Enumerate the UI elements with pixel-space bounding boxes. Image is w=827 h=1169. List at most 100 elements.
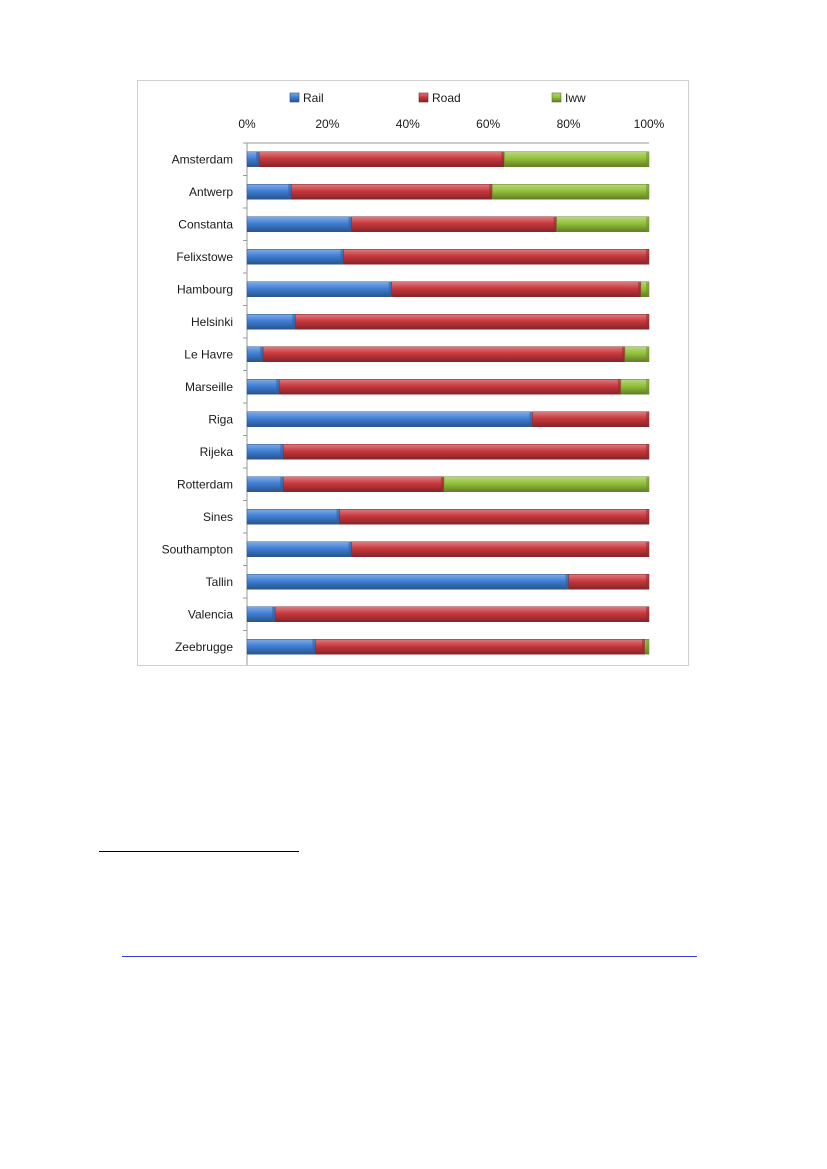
x-tick-label: 80% bbox=[557, 117, 581, 131]
bar-end-cap bbox=[501, 151, 505, 167]
bar-iww bbox=[624, 346, 650, 362]
bar-road bbox=[282, 444, 650, 460]
x-tick-label: 60% bbox=[476, 117, 500, 131]
category-label: Sines bbox=[203, 510, 233, 524]
bar-end-cap bbox=[340, 249, 344, 265]
category-label: Le Havre bbox=[184, 347, 233, 361]
bar-end-cap bbox=[348, 216, 352, 232]
bar-road bbox=[568, 574, 650, 590]
bar-end-cap bbox=[553, 216, 557, 232]
bar-rail bbox=[246, 249, 344, 265]
bar-road bbox=[351, 541, 650, 557]
chart-frame: Rail Road Iww 0% 20% 40% 60% 80% 100% Amsterdam An… bbox=[137, 80, 689, 666]
bar-end-cap bbox=[529, 411, 533, 427]
bar-end-cap bbox=[312, 639, 316, 655]
x-tick-label: 40% bbox=[396, 117, 420, 131]
category-label: Helsinki bbox=[191, 315, 233, 329]
legend-swatch bbox=[418, 92, 429, 103]
bar-end-cap bbox=[388, 281, 392, 297]
bar-end-cap bbox=[641, 639, 645, 655]
bar-rail bbox=[246, 411, 533, 427]
bar-end-cap bbox=[272, 606, 276, 622]
bar-road bbox=[532, 411, 650, 427]
category-label: Valencia bbox=[188, 607, 233, 621]
legend-label: Road bbox=[432, 91, 461, 105]
bar-end-cap bbox=[646, 346, 649, 362]
category-label: Tallin bbox=[206, 575, 233, 589]
bar-end-cap bbox=[646, 249, 649, 265]
category-label: Southampton bbox=[162, 542, 233, 556]
bar-end-cap bbox=[646, 509, 649, 525]
bar-end-cap bbox=[489, 184, 493, 200]
bar-end-cap bbox=[292, 314, 296, 330]
bar-end-cap bbox=[646, 606, 649, 622]
bar-rail bbox=[246, 379, 280, 395]
category-label: Constanta bbox=[178, 217, 233, 231]
category-label: Riga bbox=[208, 412, 233, 426]
hyperlink-underline[interactable] bbox=[122, 956, 697, 957]
bar-end-cap bbox=[646, 444, 649, 460]
bar-end-cap bbox=[280, 476, 284, 492]
legend-swatch bbox=[289, 92, 300, 103]
bar-road bbox=[351, 216, 557, 232]
bar-end-cap bbox=[280, 444, 284, 460]
bar-end-cap bbox=[646, 411, 649, 427]
bar-iww bbox=[443, 476, 650, 492]
category-label: Antwerp bbox=[189, 185, 233, 199]
bar-end-cap bbox=[646, 314, 649, 330]
bar-road bbox=[290, 184, 493, 200]
bar-iww bbox=[556, 216, 650, 232]
legend-label: Rail bbox=[303, 91, 324, 105]
bar-end-cap bbox=[565, 574, 569, 590]
bar-end-cap bbox=[646, 151, 649, 167]
bar-end-cap bbox=[637, 281, 641, 297]
category-label: Rotterdam bbox=[177, 477, 233, 491]
legend-label: Iww bbox=[565, 91, 586, 105]
bar-road bbox=[262, 346, 626, 362]
bar-end-cap bbox=[348, 541, 352, 557]
bar-iww bbox=[620, 379, 650, 395]
bar-end-cap bbox=[440, 476, 444, 492]
bar-rail bbox=[246, 574, 569, 590]
bar-end-cap bbox=[646, 476, 649, 492]
bar-road bbox=[391, 281, 642, 297]
category-label: Amsterdam bbox=[172, 152, 233, 166]
bar-road bbox=[258, 151, 505, 167]
bar-end-cap bbox=[336, 509, 340, 525]
bar-end-cap bbox=[646, 216, 649, 232]
bar-end-cap bbox=[646, 639, 649, 655]
bar-end-cap bbox=[646, 379, 649, 395]
bar-end-cap bbox=[288, 184, 292, 200]
bar-rail bbox=[246, 541, 352, 557]
x-tick-label: 0% bbox=[238, 117, 256, 131]
bar-road bbox=[282, 476, 445, 492]
x-tick-label: 100% bbox=[634, 117, 665, 131]
bar-rail bbox=[246, 476, 284, 492]
bar-rail bbox=[246, 216, 352, 232]
bar-end-cap bbox=[621, 346, 625, 362]
category-label: Hambourg bbox=[177, 282, 233, 296]
footnote-separator bbox=[99, 851, 299, 852]
bar-rail bbox=[246, 281, 392, 297]
bar-rail bbox=[246, 639, 316, 655]
legend-item-rail: Rail bbox=[289, 91, 324, 105]
category-label: Felixstowe bbox=[176, 250, 233, 264]
bar-rail bbox=[246, 606, 276, 622]
legend-swatch bbox=[551, 92, 562, 103]
bar-end-cap bbox=[260, 346, 264, 362]
legend-item-iww: Iww bbox=[551, 91, 586, 105]
bar-road bbox=[274, 606, 650, 622]
stacked-bar-chart: Rail Road Iww 0% 20% 40% 60% 80% 100% Amsterdam An… bbox=[162, 91, 665, 665]
bar-road bbox=[294, 314, 650, 330]
legend-item-road: Road bbox=[418, 91, 461, 105]
bar-rail bbox=[246, 314, 296, 330]
bar-road bbox=[278, 379, 622, 395]
bar-rail bbox=[246, 184, 292, 200]
bar-iww bbox=[491, 184, 650, 200]
bar-end-cap bbox=[617, 379, 621, 395]
bar-end-cap bbox=[276, 379, 280, 395]
bar-road bbox=[339, 509, 650, 525]
bar-iww bbox=[504, 151, 650, 167]
x-tick-label: 20% bbox=[315, 117, 339, 131]
bar-rail bbox=[246, 444, 284, 460]
